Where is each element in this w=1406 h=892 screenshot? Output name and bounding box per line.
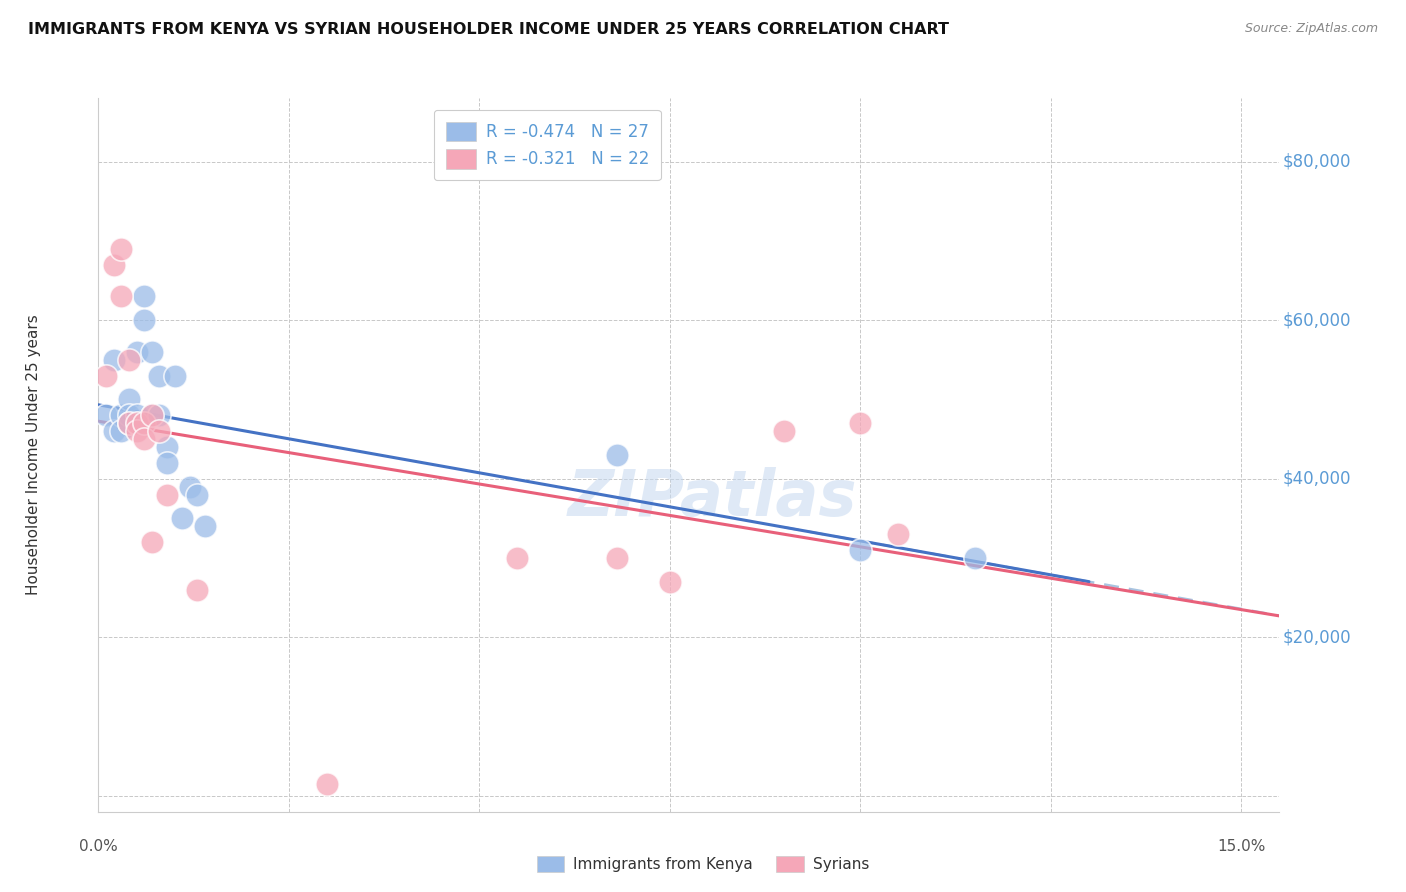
Point [163,368,186,383]
Point [110,409,132,423]
Point [186,487,208,501]
Point [141,409,163,423]
Point [172,511,194,525]
Point [134,416,156,430]
Point [963,551,986,566]
Point [194,519,217,533]
Point [125,344,148,359]
Point [118,392,141,407]
Point [103,424,125,438]
Point [186,582,208,597]
Text: 0.0%: 0.0% [79,839,118,855]
Point [849,416,872,430]
Point [103,258,125,272]
Point [141,535,163,549]
Point [134,289,156,303]
Point [606,448,628,462]
Legend: R = -0.474   N = 27, R = -0.321   N = 22: R = -0.474 N = 27, R = -0.321 N = 22 [434,110,661,180]
Text: $80,000: $80,000 [1284,153,1351,170]
Point [118,409,141,423]
Point [179,480,201,494]
Point [110,289,132,303]
Point [125,416,148,430]
Point [94,409,117,423]
Point [118,416,141,430]
Text: Householder Income Under 25 years: Householder Income Under 25 years [25,315,41,595]
Point [110,424,132,438]
Point [110,242,132,256]
Point [148,409,170,423]
Text: $40,000: $40,000 [1284,470,1351,488]
Point [156,456,179,470]
Legend: Immigrants from Kenya, Syrians: Immigrants from Kenya, Syrians [529,848,877,880]
Point [141,344,163,359]
Point [148,368,170,383]
Point [125,409,148,423]
Point [156,440,179,454]
Text: $20,000: $20,000 [1284,628,1351,647]
Point [606,551,628,566]
Point [156,487,179,501]
Point [887,527,910,541]
Point [773,424,796,438]
Point [118,352,141,367]
Text: ZIPatlas: ZIPatlas [568,467,858,529]
Point [148,424,170,438]
Text: IMMIGRANTS FROM KENYA VS SYRIAN HOUSEHOLDER INCOME UNDER 25 YEARS CORRELATION CH: IMMIGRANTS FROM KENYA VS SYRIAN HOUSEHOL… [28,22,949,37]
Point [103,352,125,367]
Text: $60,000: $60,000 [1284,311,1351,329]
Point [506,551,529,566]
Point [134,313,156,327]
Point [658,574,681,589]
Point [94,368,117,383]
Text: Source: ZipAtlas.com: Source: ZipAtlas.com [1244,22,1378,36]
Point [316,777,339,791]
Text: 15.0%: 15.0% [1218,839,1265,855]
Point [134,432,156,446]
Point [141,409,163,423]
Point [849,543,872,558]
Point [118,416,141,430]
Point [125,416,148,430]
Point [125,424,148,438]
